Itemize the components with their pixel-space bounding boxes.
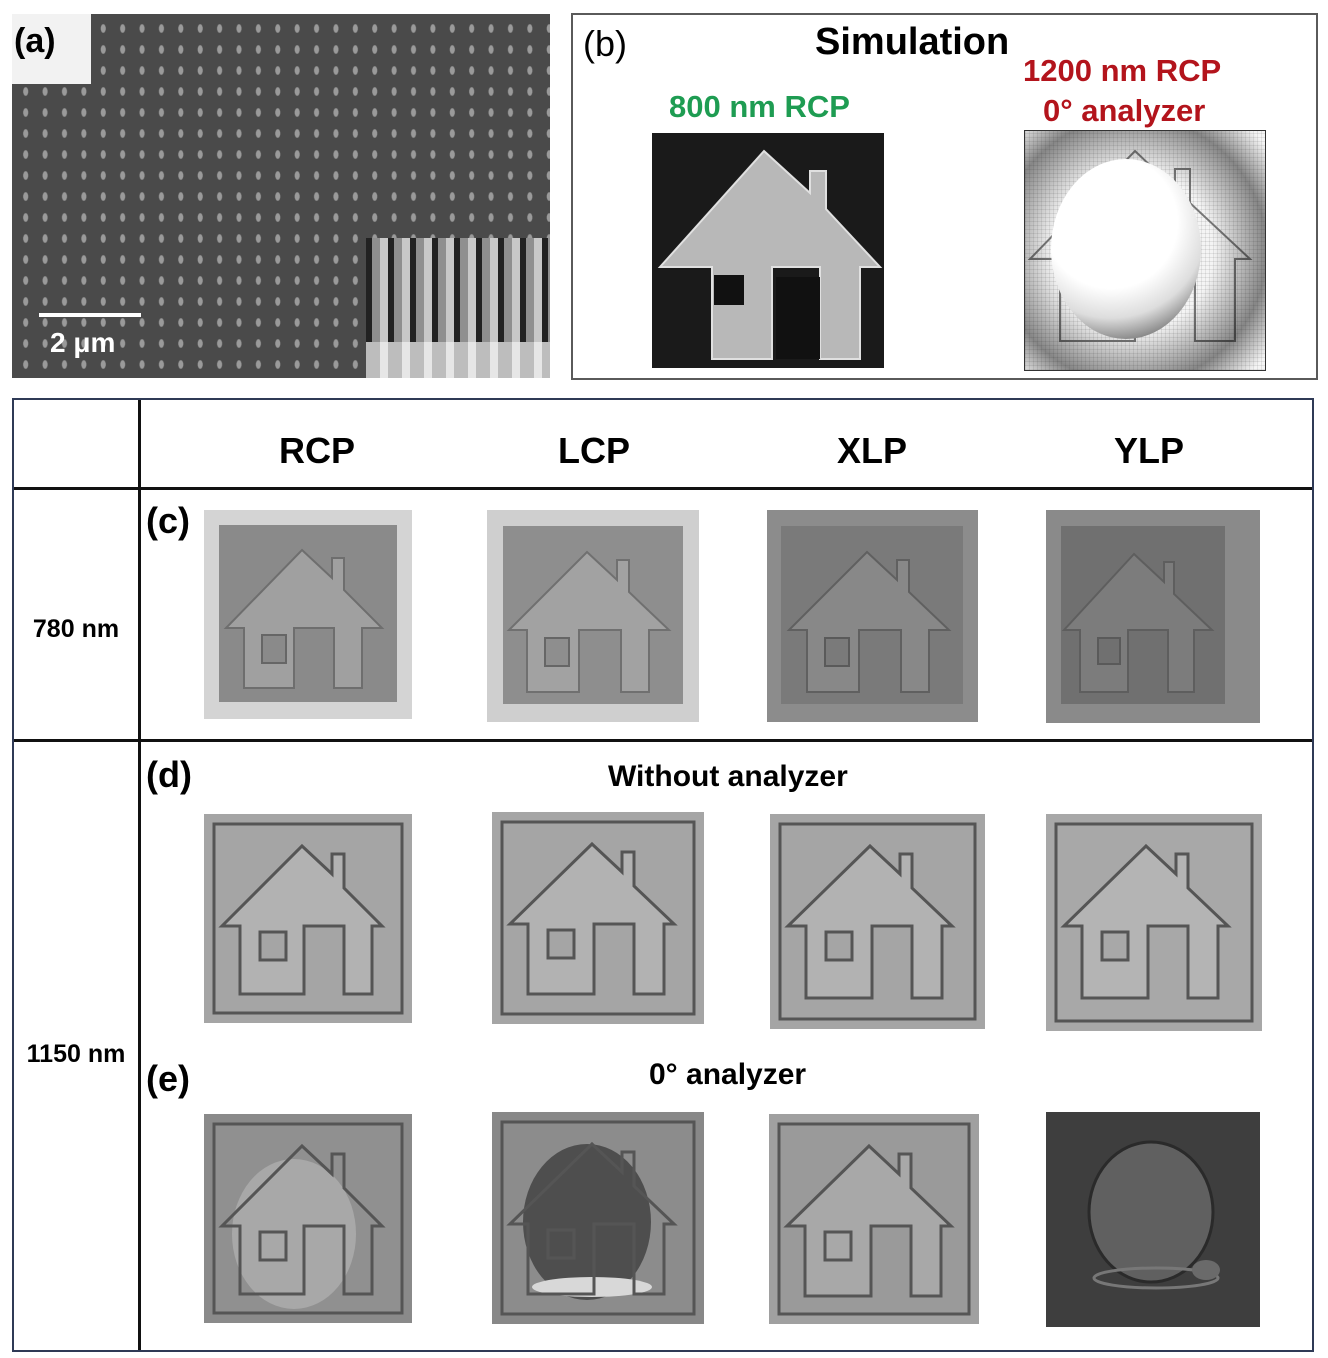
image-c-ylp xyxy=(1046,510,1260,723)
tilted-view-inset xyxy=(366,238,550,378)
image-e-rcp xyxy=(204,1114,412,1323)
simulated-house-image xyxy=(652,133,884,368)
label-background xyxy=(12,14,91,84)
scale-bar xyxy=(39,313,141,317)
column-divider xyxy=(138,400,141,1350)
panel-label-d: (d) xyxy=(146,754,192,795)
caption-analyzer: 0° analyzer xyxy=(1043,93,1206,128)
image-d-ylp xyxy=(1046,814,1262,1031)
panel-label-e: (e) xyxy=(146,1058,190,1099)
image-e-ylp xyxy=(1046,1112,1260,1327)
scale-bar-label: 2 μm xyxy=(50,327,116,358)
image-e-xlp xyxy=(769,1114,979,1324)
sphere-highlight xyxy=(1051,159,1201,339)
image-e-lcp xyxy=(492,1112,704,1324)
column-header-xlp: XLP xyxy=(836,430,907,471)
image-d-xlp xyxy=(770,814,985,1029)
results-table: RCP LCP XLP YLP 780 nm 1150 nm (c) (d) (… xyxy=(12,398,1314,1352)
image-c-xlp xyxy=(767,510,978,722)
simulated-sphere-image xyxy=(1024,130,1266,371)
panel-label-b: (b) xyxy=(583,23,627,64)
column-header-lcp: LCP xyxy=(558,430,630,471)
caption-1200nm: 1200 nm RCP xyxy=(1023,53,1222,88)
simulation-panel: (b) Simulation 800 nm RCP 1200 nm RCP 0°… xyxy=(571,13,1318,380)
row-label-1150nm: 1150 nm xyxy=(26,1040,126,1068)
image-c-rcp xyxy=(204,510,412,719)
sem-image-panel: (a) 2 μm xyxy=(12,14,550,378)
subtitle-without-analyzer: Without analyzer xyxy=(608,760,848,793)
header-divider xyxy=(14,487,1312,490)
panel-label-a: (a) xyxy=(14,22,56,60)
simulation-title: Simulation xyxy=(815,21,1010,63)
column-header-ylp: YLP xyxy=(1113,430,1184,471)
caption-800nm: 800 nm RCP xyxy=(669,89,850,124)
subtitle-0deg-analyzer: 0° analyzer xyxy=(649,1058,807,1091)
image-d-lcp xyxy=(492,812,704,1024)
panel-label-c: (c) xyxy=(146,500,190,541)
column-header-rcp: RCP xyxy=(278,430,355,471)
image-d-rcp xyxy=(204,814,412,1023)
image-c-lcp xyxy=(487,510,699,722)
row-label-780nm: 780 nm xyxy=(32,615,120,643)
row-divider xyxy=(14,739,1312,742)
